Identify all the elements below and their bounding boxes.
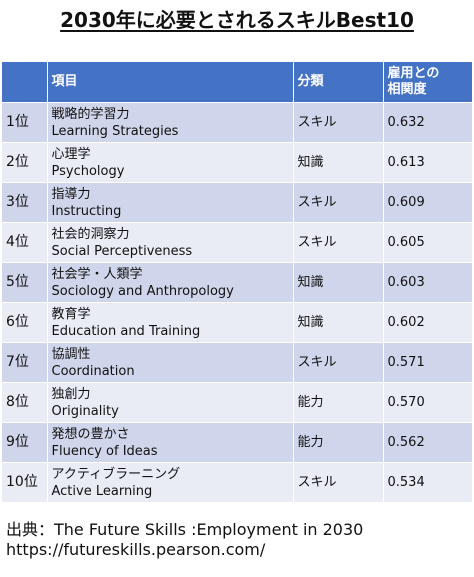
item-cell: 独創力 Originality [47,382,294,423]
category-cell: スキル [293,102,384,143]
table-row: 6位 教育学 Education and Training 知識 0.602 [2,302,473,343]
item-en: Psychology [51,163,125,179]
item-cell: アクティブラーニング Active Learning [47,462,294,503]
category-cell: スキル [293,462,384,503]
header-row: 項目 分類 雇用との 相関度 [2,62,473,103]
item-ja: 指導力 [51,186,91,202]
item-en: Social Perceptiveness [51,243,193,259]
correlation-cell: 0.609 [383,182,473,223]
correlation-cell: 0.613 [383,142,473,183]
item-en: Learning Strategies [51,123,179,139]
table-body: 1位 戦略的学習力 Learning Strategies スキル 0.632 2位 心理学… [2,102,473,503]
correlation-cell: 0.570 [383,382,473,423]
correlation-cell: 0.603 [383,262,473,303]
item-cell: 心理学 Psychology [47,142,294,183]
item-cell: 協調性 Coordination [47,342,294,383]
header-cell: 雇用との 相関度 [383,62,473,103]
correlation-cell: 0.571 [383,342,473,383]
correlation-cell: 0.602 [383,302,473,343]
item-ja: 社会学・人類学 [51,266,143,282]
rank-cell: 6位 [2,302,48,343]
correlation-cell: 0.534 [383,462,473,503]
rank-cell: 2位 [2,142,48,183]
header-cell: 分類 [293,62,384,103]
table-row: 8位 独創力 Originality 能力 0.570 [2,382,473,423]
item-cell: 教育学 Education and Training [47,302,294,343]
correlation-cell: 0.562 [383,422,473,463]
correlation-cell: 0.605 [383,222,473,263]
table-row: 5位 社会学・人類学 Sociology and Anthropology 知識 0.6… [2,262,473,303]
rank-cell: 3位 [2,182,48,223]
category-cell: 能力 [293,422,384,463]
correlation-cell: 0.632 [383,102,473,143]
rank-cell: 10位 [2,462,48,503]
item-ja: アクティブラーニング [51,466,181,482]
item-en: Fluency of Ideas [51,443,158,459]
rank-cell: 8位 [2,382,48,423]
rank-cell: 4位 [2,222,48,263]
item-en: Coordination [51,363,135,379]
item-ja: 発想の豊かさ [51,426,130,442]
item-ja: 戦略的学習力 [51,106,130,122]
category-cell: スキル [293,342,384,383]
item-en: Originality [51,403,119,419]
rank-cell: 1位 [2,102,48,143]
item-cell: 発想の豊かさ Fluency of Ideas [47,422,294,463]
table-row: 3位 指導力 Instructing スキル 0.609 [2,182,473,223]
category-cell: スキル [293,182,384,223]
item-en: Active Learning [51,483,153,499]
table-row: 1位 戦略的学習力 Learning Strategies スキル 0.632 [2,102,473,143]
header-cell: 項目 [47,62,294,103]
item-en: Instructing [51,203,122,219]
rank-cell: 7位 [2,342,48,383]
item-cell: 戦略的学習力 Learning Strategies [47,102,294,143]
category-cell: 知識 [293,262,384,303]
category-cell: 能力 [293,382,384,423]
category-cell: スキル [293,222,384,263]
item-ja: 心理学 [51,146,91,162]
table-row: 10位 アクティブラーニング Active Learning スキル 0.534 [2,462,473,503]
table-row: 4位 社会的洞察力 Social Perceptiveness スキル 0.605 [2,222,473,263]
item-ja: 教育学 [51,306,91,322]
header-cell [2,62,48,103]
item-cell: 指導力 Instructing [47,182,294,223]
item-en: Education and Training [51,323,201,339]
rank-cell: 9位 [2,422,48,463]
item-ja: 社会的洞察力 [51,226,130,242]
item-en: Sociology and Anthropology [51,283,234,299]
item-cell: 社会的洞察力 Social Perceptiveness [47,222,294,263]
item-ja: 独創力 [51,386,91,402]
category-cell: 知識 [293,302,384,343]
url: https://futureskills.pearson.com/ [6,540,266,559]
table-row: 7位 協調性 Coordination スキル 0.571 [2,342,473,383]
table-row: 2位 心理学 Psychology 知識 0.613 [2,142,473,183]
rank-cell: 5位 [2,262,48,303]
category-cell: 知識 [293,142,384,183]
title: 2030年に必要とされるスキルBest10 [60,8,414,32]
item-cell: 社会学・人類学 Sociology and Anthropology [47,262,294,303]
source: 出典：The Future Skills :Employment in 2030 [6,520,364,539]
table-row: 9位 発想の豊かさ Fluency of Ideas 能力 0.562 [2,422,473,463]
item-ja: 協調性 [51,346,91,362]
skills-table: 項目 分類 雇用との 相関度 1位 戦略的学習力 Learning Strategi… [2,62,473,503]
